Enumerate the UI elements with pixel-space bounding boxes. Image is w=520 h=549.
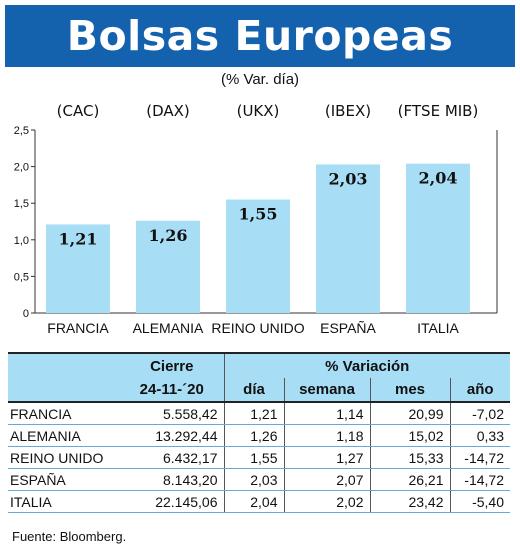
row-dia: 2,04	[223, 490, 284, 513]
index-label-ibex: (IBEX)	[324, 102, 372, 120]
table-header-row-2: 24-11-´20 día semana mes año	[8, 378, 510, 403]
category-label: REINO UNIDO	[211, 320, 304, 336]
category-label: FRANCIA	[47, 320, 109, 336]
bar-chart: 0 0,5 1,0 1,5 2,0 2,5 1,21 FRANCIA 1,26 ALEMANIA 1…	[14, 125, 498, 336]
bar-value-label: 2,03	[329, 169, 368, 188]
y-tick-label: 0,5	[14, 271, 29, 283]
header-empty	[8, 352, 120, 378]
row-mes: 23,42	[369, 490, 450, 513]
index-label-cac: (CAC)	[56, 102, 100, 120]
row-mes: 15,33	[369, 446, 450, 469]
index-label-dax: (DAX)	[146, 102, 190, 120]
row-mes: 15,02	[369, 424, 450, 447]
header-semana: semana	[283, 378, 370, 403]
row-semana: 2,07	[283, 468, 370, 491]
header-empty	[8, 378, 120, 403]
row-mes: 20,99	[369, 402, 450, 425]
table-row: FRANCIA 5.558,42 1,21 1,14 20,99 -7,02	[8, 402, 510, 425]
row-country: ITALIA	[8, 490, 120, 513]
source-note: Fuente: Bloomberg.	[12, 529, 127, 544]
chart-subtitle: (% Var. día)	[220, 71, 300, 88]
y-tick-label: 0	[23, 308, 29, 320]
bar-value-label: 1,21	[59, 229, 98, 248]
row-cierre: 5.558,42	[120, 402, 224, 425]
y-tick-label: 1,0	[14, 235, 29, 247]
header-variacion: % Variación	[223, 352, 510, 378]
table-row: REINO UNIDO 6.432,17 1,55 1,27 15,33 -14…	[8, 446, 510, 469]
row-anio: 0,33	[449, 424, 510, 447]
row-dia: 1,55	[223, 446, 284, 469]
row-anio: -14,72	[449, 446, 510, 469]
row-semana: 2,02	[283, 490, 370, 513]
row-cierre: 22.145,06	[120, 490, 224, 513]
row-dia: 1,26	[223, 424, 284, 447]
header-date: 24-11-´20	[120, 378, 224, 403]
y-tick-label: 2,5	[14, 125, 29, 137]
bar-value-label: 2,04	[419, 169, 458, 188]
row-semana: 1,18	[283, 424, 370, 447]
bar	[406, 163, 470, 313]
row-dia: 1,21	[223, 402, 284, 425]
row-dia: 2,03	[223, 468, 284, 491]
row-country: ESPAÑA	[8, 468, 120, 491]
row-semana: 1,27	[283, 446, 370, 469]
y-tick-label: 1,5	[14, 198, 29, 210]
index-label-ftse-mib: (FTSE MIB)	[397, 102, 479, 120]
y-tick-label: 2,0	[14, 162, 29, 174]
row-country: ALEMANIA	[8, 424, 120, 447]
index-label-ukx: (UKX)	[236, 102, 280, 120]
header-cierre: Cierre	[120, 352, 224, 378]
row-cierre: 8.143,20	[120, 468, 224, 491]
row-anio: -5,40	[449, 490, 510, 513]
header-mes: mes	[369, 378, 450, 403]
chart-title: Bolsas Europeas	[66, 12, 454, 60]
title-banner: Bolsas Europeas	[5, 5, 515, 67]
bar	[316, 164, 380, 313]
category-label: ITALIA	[417, 320, 459, 336]
row-cierre: 13.292,44	[120, 424, 224, 447]
header-anio: año	[449, 378, 510, 403]
table-header-row-1: Cierre % Variación	[8, 352, 510, 378]
row-cierre: 6.432,17	[120, 446, 224, 469]
row-country: FRANCIA	[8, 402, 120, 425]
bar	[226, 199, 290, 313]
bar-value-label: 1,26	[149, 226, 188, 245]
row-anio: -7,02	[449, 402, 510, 425]
category-label: ESPAÑA	[320, 320, 376, 336]
category-label: ALEMANIA	[133, 320, 204, 336]
row-semana: 1,14	[283, 402, 370, 425]
bar	[46, 224, 110, 313]
markets-table: Cierre % Variación 24-11-´20 día semana …	[8, 352, 510, 513]
bar	[136, 220, 200, 313]
table-row: ITALIA 22.145,06 2,04 2,02 23,42 -5,40	[8, 490, 510, 513]
row-mes: 26,21	[369, 468, 450, 491]
header-dia: día	[223, 378, 284, 403]
table-row: ALEMANIA 13.292,44 1,26 1,18 15,02 0,33	[8, 424, 510, 447]
row-country: REINO UNIDO	[8, 446, 120, 469]
row-anio: -14,72	[449, 468, 510, 491]
bar-value-label: 1,55	[239, 205, 278, 224]
table-row: ESPAÑA 8.143,20 2,03 2,07 26,21 -14,72	[8, 468, 510, 491]
